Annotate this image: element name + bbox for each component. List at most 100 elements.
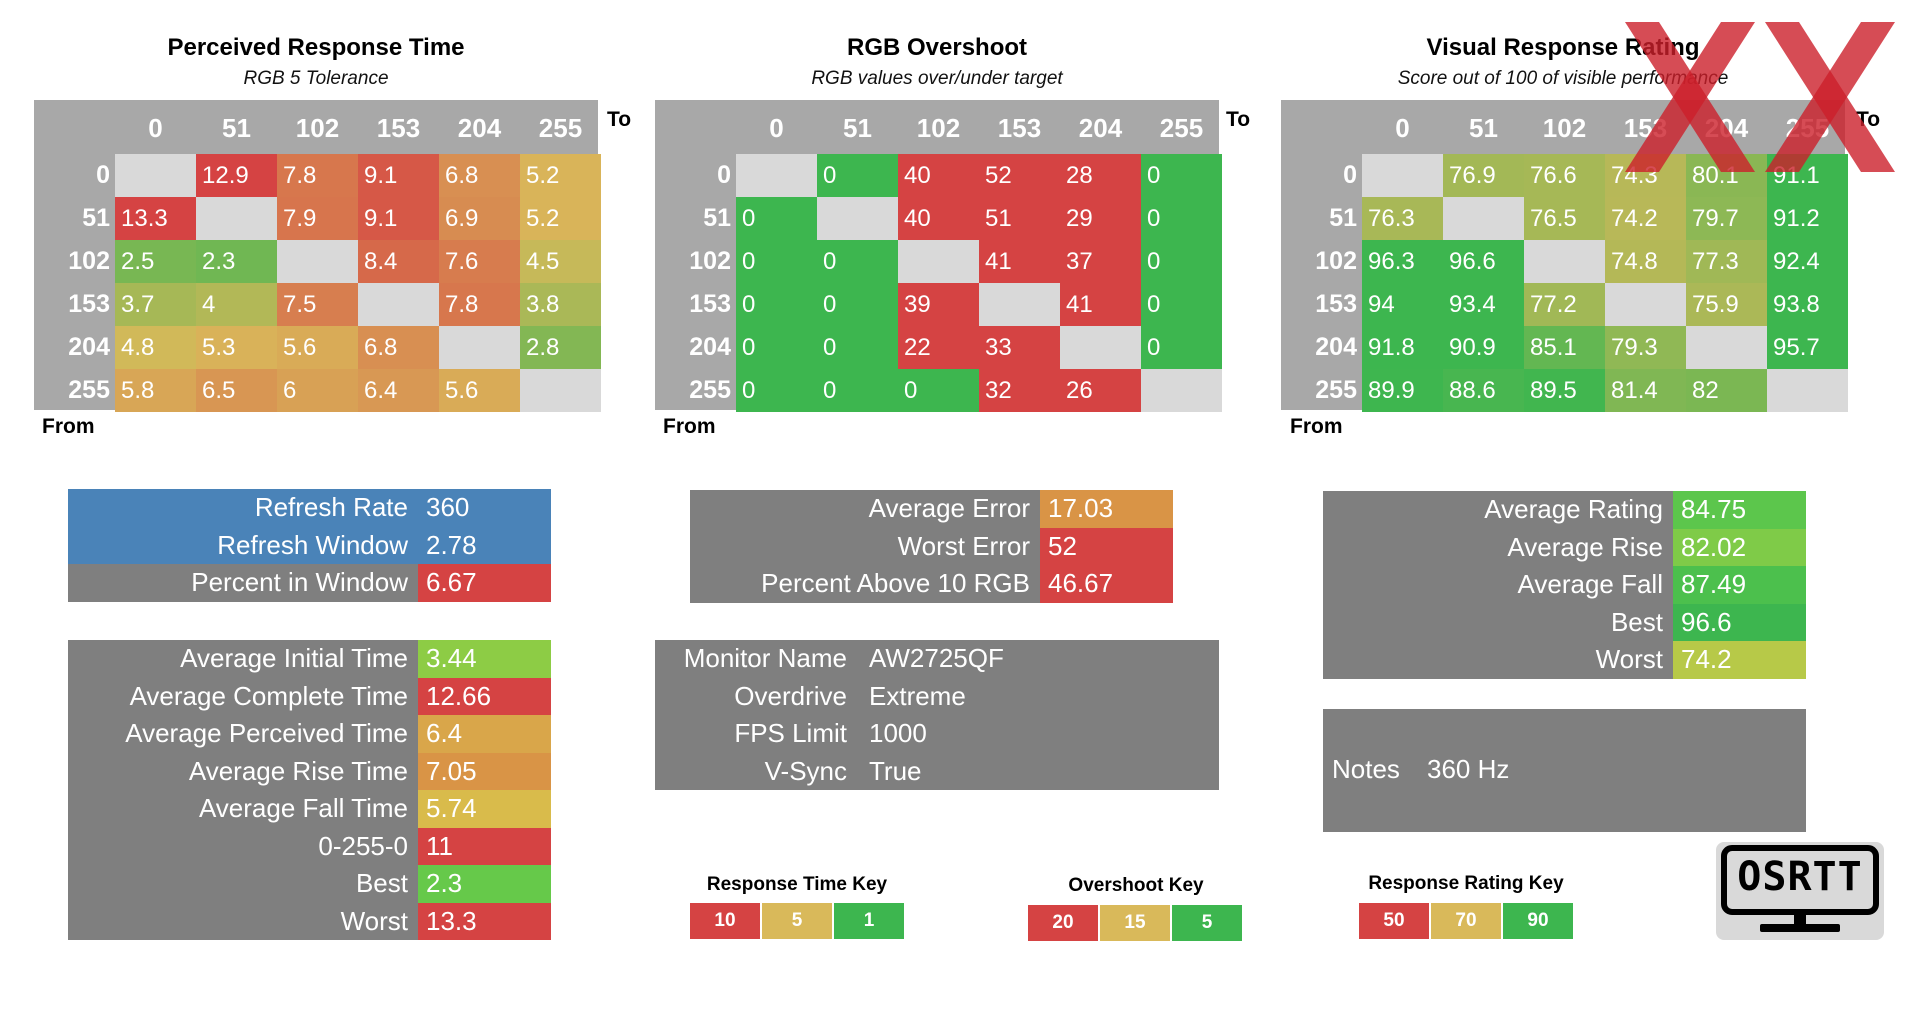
heatmap-cell: 6.5 bbox=[196, 369, 277, 412]
heatmap-cell: 5.6 bbox=[277, 326, 358, 369]
heatmap-cell bbox=[1686, 326, 1767, 369]
heatmap-cell: 40 bbox=[898, 154, 979, 197]
heatmap-cell bbox=[1141, 369, 1222, 412]
heatmap-cell bbox=[736, 154, 817, 197]
column-header: 0 bbox=[1395, 113, 1410, 143]
stat-label: Average Perceived Time bbox=[125, 718, 408, 748]
key-swatch: 1 bbox=[834, 903, 904, 939]
stat-value: 96.6 bbox=[1673, 603, 1806, 641]
stat-row: Average Fall 87.49 bbox=[1323, 566, 1806, 604]
heatmap-cell: 29 bbox=[1060, 197, 1141, 240]
stat-label: Monitor Name bbox=[683, 643, 847, 673]
row-header: 153 bbox=[68, 290, 110, 318]
heatmap-cell: 76.9 bbox=[1443, 154, 1524, 197]
stat-label: Average Fall bbox=[1517, 569, 1664, 599]
stat-value: 13.3 bbox=[418, 902, 551, 940]
heatmap-cell: 0 bbox=[736, 240, 817, 283]
heatmap-cell: 2.5 bbox=[115, 240, 196, 283]
heatmap-cell: 22 bbox=[898, 326, 979, 369]
heatmap-cell: 74.8 bbox=[1605, 240, 1686, 283]
heatmap-cell: 6 bbox=[277, 369, 358, 412]
stat-label: Average Fall Time bbox=[198, 793, 408, 823]
stat-row: Best 96.6 bbox=[1323, 603, 1806, 641]
stat-label: Percent in Window bbox=[191, 567, 408, 597]
heatmap-cell: 74.3 bbox=[1605, 154, 1686, 197]
heatmap-cell: 3.7 bbox=[115, 283, 196, 326]
heatmap-cell: 7.8 bbox=[439, 283, 520, 326]
heatmap-cell bbox=[817, 197, 898, 240]
column-header: 153 bbox=[997, 113, 1042, 143]
heatmap-cell bbox=[277, 240, 358, 283]
heatmap-cell: 0 bbox=[898, 369, 979, 412]
heatmap-cell: 4.5 bbox=[520, 240, 601, 283]
heatmap-cell: 9.1 bbox=[358, 197, 439, 240]
column-header: 204 bbox=[457, 113, 502, 143]
chart-title: RGB Overshoot bbox=[846, 34, 1028, 61]
stat-row: Monitor Name AW2725QF bbox=[655, 640, 1219, 678]
chart-subtitle: Score out of 100 of visible performance bbox=[1397, 68, 1729, 89]
heatmap-cell: 96.3 bbox=[1362, 240, 1443, 283]
row-header: 255 bbox=[689, 376, 731, 404]
heatmap-cell: 79.7 bbox=[1686, 197, 1767, 240]
heatmap-cell: 26 bbox=[1060, 369, 1141, 412]
refresh-stats-panel: Refresh Rate 360 Refresh Window 2.78 Percent… bbox=[68, 489, 551, 602]
stat-value: 7.05 bbox=[418, 752, 551, 790]
row-header: 204 bbox=[68, 333, 110, 361]
rgb-overshoot-heatmap: 0 51 102 153 204 255 0 51 102 153 204 255 0 40 52 28 0 0 4… bbox=[655, 100, 1222, 412]
heatmap-cell bbox=[1362, 154, 1443, 197]
stat-row: Refresh Window 2.78 bbox=[68, 526, 551, 564]
heatmap-cell: 51 bbox=[979, 197, 1060, 240]
stat-label: Average Complete Time bbox=[129, 680, 408, 711]
heatmap-cell: 88.6 bbox=[1443, 369, 1524, 412]
response-rating-key-title: Response Rating Key bbox=[1368, 873, 1564, 894]
heatmap-cell: 93.8 bbox=[1767, 283, 1848, 326]
heatmap-cell: 5.2 bbox=[520, 154, 601, 197]
stat-label: FPS Limit bbox=[734, 718, 847, 748]
axis-from-label: From bbox=[663, 415, 716, 438]
stat-value: 360 bbox=[418, 489, 551, 527]
heatmap-cell: 9.1 bbox=[358, 154, 439, 197]
heatmap-cell: 12.9 bbox=[196, 154, 277, 197]
stat-value: 87.49 bbox=[1673, 566, 1806, 604]
perceived-response-heatmap: 0 51 102 153 204 255 0 51 102 153 204 255 12.9 7.8 9.1… bbox=[34, 100, 601, 412]
column-header: 204 bbox=[1704, 113, 1749, 143]
stat-label: Average Rating bbox=[1484, 494, 1663, 524]
rating-stats-panel: Average Rating 84.75 Average Rise 82.02 Aver… bbox=[1323, 491, 1806, 679]
chart-title: Perceived Response Time bbox=[167, 34, 465, 61]
stat-label: Overdrive bbox=[734, 680, 847, 711]
heatmap-cell: 75.9 bbox=[1686, 283, 1767, 326]
stat-label: Refresh Window bbox=[217, 529, 408, 560]
heatmap-cell: 3.8 bbox=[520, 283, 601, 326]
heatmap-cell: 7.9 bbox=[277, 197, 358, 240]
stat-label: Worst Error bbox=[897, 530, 1030, 561]
stat-value: 6.67 bbox=[418, 564, 551, 602]
axis-to-label: To bbox=[1856, 108, 1881, 131]
key-swatch: 5 bbox=[762, 903, 832, 939]
column-header: 51 bbox=[1469, 113, 1498, 143]
stat-label: Worst bbox=[1595, 644, 1663, 674]
heatmap-cell: 82 bbox=[1686, 369, 1767, 412]
monitor-info-panel: Monitor Name AW2725QF Overdrive Extreme FPS … bbox=[655, 640, 1219, 790]
chart-subtitle: RGB 5 Tolerance bbox=[243, 68, 389, 89]
heatmap-cell: 2.8 bbox=[520, 326, 601, 369]
stat-value: True bbox=[869, 755, 922, 786]
stat-row: Average Rise 82.02 bbox=[1323, 528, 1806, 566]
row-header: 255 bbox=[68, 376, 110, 404]
stat-row: Best 2.3 bbox=[68, 865, 551, 903]
heatmap-cell: 90.9 bbox=[1443, 326, 1524, 369]
key-swatch: 5 bbox=[1172, 905, 1242, 941]
notes-value: 360 Hz bbox=[1427, 754, 1510, 784]
heatmap-cell bbox=[358, 283, 439, 326]
heatmap-cell: 2.3 bbox=[196, 240, 277, 283]
stat-value: Extreme bbox=[869, 680, 966, 711]
stat-row: Worst 13.3 bbox=[68, 902, 551, 940]
key-swatch: 20 bbox=[1028, 905, 1098, 941]
heatmap-cell: 5.8 bbox=[115, 369, 196, 412]
row-header: 255 bbox=[1315, 376, 1357, 404]
heatmap-cell: 77.3 bbox=[1686, 240, 1767, 283]
monitor-icon bbox=[1721, 845, 1879, 932]
row-header: 51 bbox=[1329, 204, 1357, 232]
stat-value: 82.02 bbox=[1673, 528, 1806, 566]
stat-row: Average Initial Time 3.44 bbox=[68, 640, 551, 678]
column-header: 0 bbox=[148, 113, 163, 143]
